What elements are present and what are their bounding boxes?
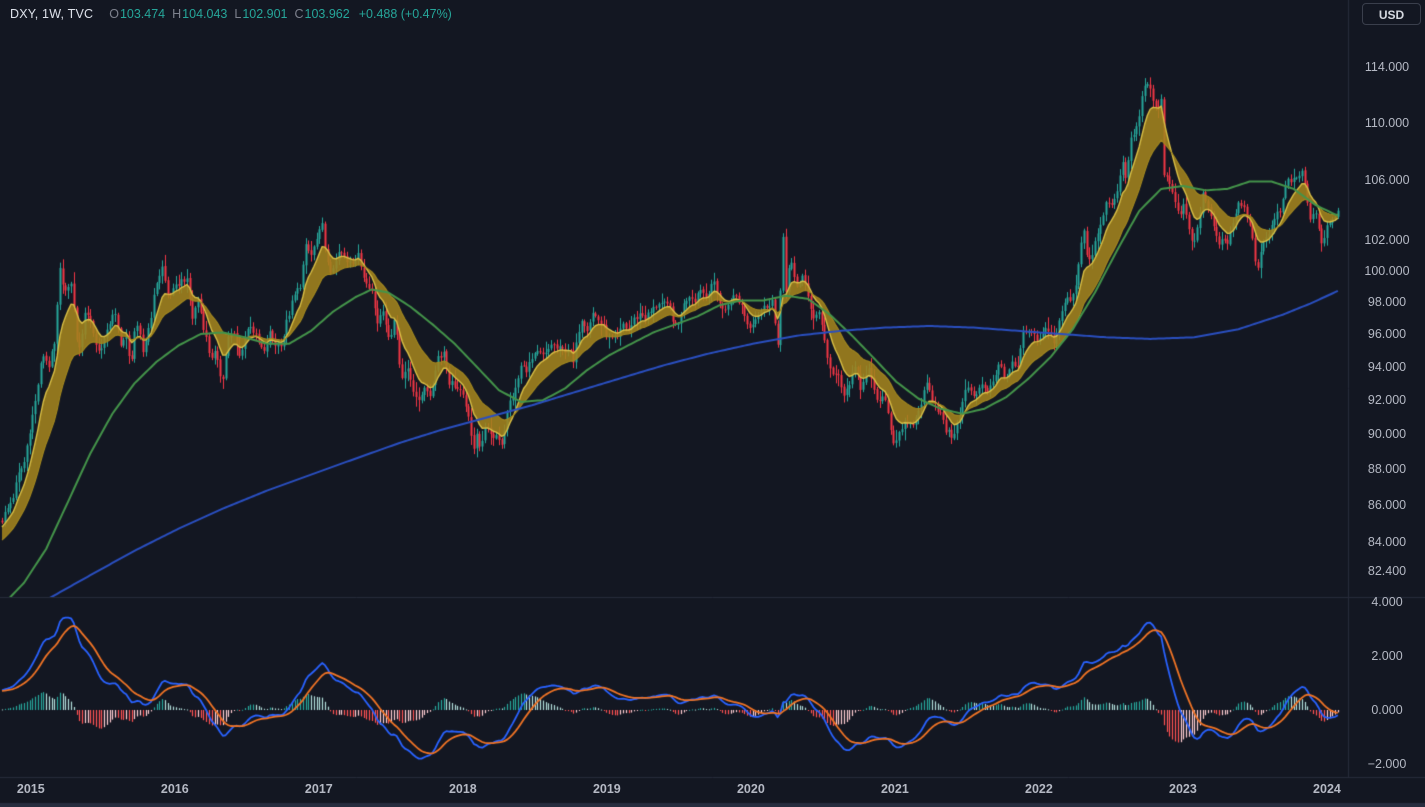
price-tick-label: 90.000	[1367, 427, 1407, 442]
price-tick-label: 96.000	[1367, 327, 1407, 342]
price-tick-label: 84.000	[1367, 534, 1407, 549]
low-value: 102.901	[242, 7, 288, 21]
price-tick-label: 92.000	[1367, 393, 1407, 408]
time-tick-label: 2018	[448, 782, 477, 796]
close-value: 103.962	[304, 7, 350, 21]
open-value: 103.474	[119, 7, 166, 21]
price-tick-label: 88.000	[1367, 462, 1407, 477]
symbol-title[interactable]: DXY, 1W, TVC	[10, 7, 94, 21]
time-tick-label: 2022	[1025, 782, 1053, 796]
time-tick-label: 2023	[1169, 782, 1197, 796]
price-tick-label: 102.000	[1364, 232, 1410, 247]
macd-tick-label: 4.000	[1371, 595, 1403, 609]
time-tick-label: 2017	[304, 782, 333, 796]
price-tick-label: 86.000	[1367, 497, 1407, 512]
symbol-legend: DXY, 1W, TVC O 103.474 H 104.043 L 102.9…	[10, 6, 452, 22]
macd-tick-label: −2.000	[1367, 757, 1407, 771]
open-label: O	[109, 7, 119, 21]
time-tick-label: 2020	[736, 782, 765, 796]
time-tick-label: 2024	[1313, 782, 1341, 796]
macd-tick-label: 0.000	[1371, 703, 1403, 717]
high-value: 104.043	[182, 7, 228, 21]
price-tick-label: 98.000	[1367, 295, 1407, 309]
time-tick-label: 2019	[592, 782, 621, 796]
low-label: L	[234, 7, 242, 21]
high-label: H	[172, 7, 182, 21]
price-tick-label: 100.000	[1364, 263, 1410, 278]
price-tick-label: 82.400	[1367, 564, 1407, 579]
currency-button[interactable]: USD	[1362, 3, 1421, 25]
time-tick-label: 2021	[880, 782, 909, 796]
price-tick-label: 114.000	[1364, 60, 1410, 74]
macd-tick-label: 2.000	[1371, 649, 1403, 663]
time-tick-label: 2015	[16, 782, 45, 796]
time-tick-label: 2016	[160, 782, 189, 796]
price-tick-label: 94.000	[1367, 359, 1407, 374]
close-label: C	[294, 7, 304, 21]
price-tick-label: 106.000	[1364, 173, 1410, 188]
price-tick-label: 110.000	[1364, 115, 1410, 130]
change-value: +0.488 (+0.47%)	[358, 7, 452, 21]
